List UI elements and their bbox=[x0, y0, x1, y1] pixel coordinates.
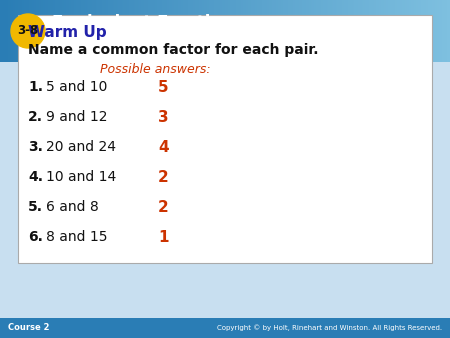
Text: 6.: 6. bbox=[28, 230, 43, 244]
Text: Copyright © by Holt, Rinehart and Winston. All Rights Reserved.: Copyright © by Holt, Rinehart and Winsto… bbox=[217, 325, 442, 331]
Text: 3-8: 3-8 bbox=[18, 24, 39, 38]
Text: 5.: 5. bbox=[28, 200, 43, 214]
Text: 10 and 14: 10 and 14 bbox=[46, 170, 116, 184]
Text: 3.: 3. bbox=[28, 140, 43, 154]
Text: 3: 3 bbox=[158, 110, 169, 125]
Text: 1.: 1. bbox=[28, 80, 43, 94]
Text: 9 and 12: 9 and 12 bbox=[46, 110, 108, 124]
Text: 5 and 10: 5 and 10 bbox=[46, 80, 108, 94]
Text: 2: 2 bbox=[158, 170, 169, 185]
Text: Warm Up: Warm Up bbox=[28, 25, 107, 40]
Text: 4.: 4. bbox=[28, 170, 43, 184]
Bar bbox=[18, 15, 432, 263]
Text: 5: 5 bbox=[158, 80, 169, 95]
Text: 8 and 15: 8 and 15 bbox=[46, 230, 108, 244]
Text: Name a common factor for each pair.: Name a common factor for each pair. bbox=[28, 43, 319, 57]
Text: Possible answers:: Possible answers: bbox=[100, 63, 211, 76]
Text: 20 and 24: 20 and 24 bbox=[46, 140, 116, 154]
Bar bbox=[0, 318, 450, 338]
Text: 2.: 2. bbox=[28, 110, 43, 124]
Text: Equivalent Fractions: Equivalent Fractions bbox=[52, 14, 243, 32]
Text: Course 2: Course 2 bbox=[8, 323, 50, 333]
Circle shape bbox=[11, 14, 45, 48]
Bar bbox=[0, 0, 200, 62]
Text: 6 and 8: 6 and 8 bbox=[46, 200, 99, 214]
Text: 4: 4 bbox=[158, 140, 169, 155]
Text: and Mixed Numbers: and Mixed Numbers bbox=[52, 37, 239, 55]
Text: 2: 2 bbox=[158, 200, 169, 215]
Text: 1: 1 bbox=[158, 230, 168, 245]
